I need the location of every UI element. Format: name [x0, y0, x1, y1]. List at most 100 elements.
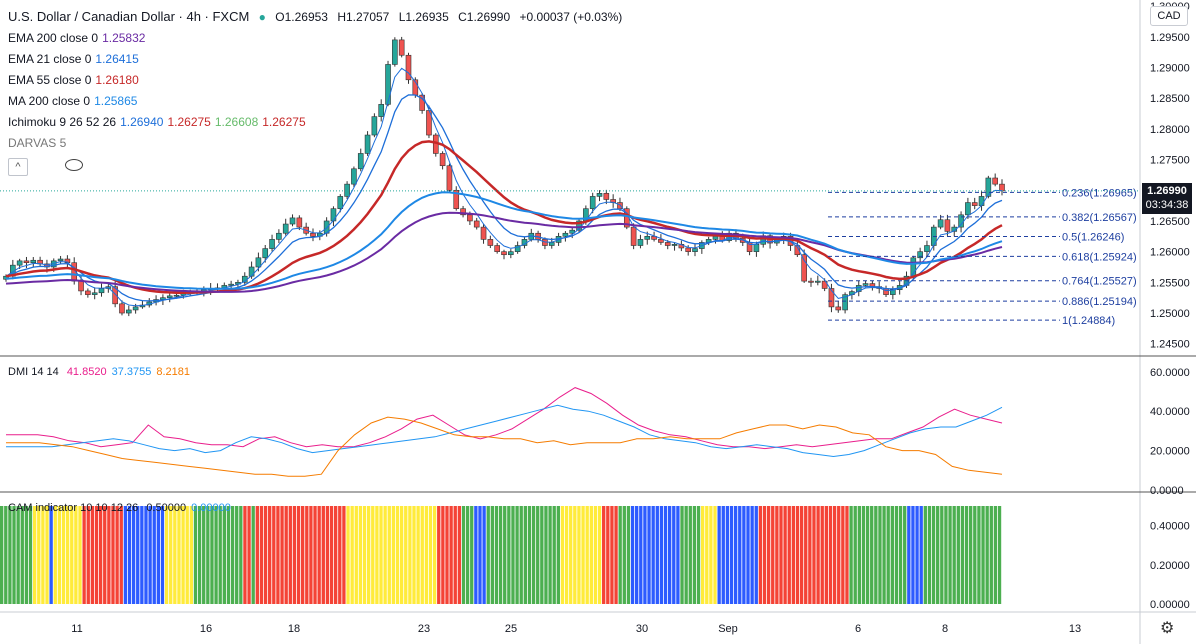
- cam-bar: [301, 506, 305, 604]
- hide-eye-icon[interactable]: [65, 159, 84, 171]
- cam-bar: [461, 506, 466, 604]
- cam-tick-label: 0.40000: [1150, 521, 1190, 533]
- cam-bar: [548, 506, 552, 604]
- dmi-label: DMI 14 14: [8, 366, 59, 378]
- cam-bar: [997, 506, 1002, 604]
- cam-bar: [738, 506, 742, 604]
- indicator-legend-row[interactable]: MA 200 close 0 1.25865: [8, 91, 622, 112]
- cam-bar: [898, 506, 903, 604]
- cam-bar: [816, 506, 820, 604]
- cam-bar: [614, 506, 618, 604]
- cam-bar: [700, 506, 705, 604]
- cam-bar: [8, 506, 12, 604]
- collapse-legend-button[interactable]: ^: [8, 158, 28, 176]
- cam-bar: [870, 506, 874, 604]
- cam-bar: [837, 506, 841, 604]
- cam-bar: [160, 506, 165, 604]
- cam-bar: [709, 506, 713, 604]
- cam-bar: [853, 506, 857, 604]
- cam-bar: [960, 506, 965, 604]
- price-tick-label: 1.28500: [1150, 93, 1190, 105]
- dmi-legend[interactable]: DMI 14 14 41.8520 37.3755 8.2181: [8, 366, 190, 378]
- cam-bar: [428, 506, 433, 604]
- indicator-legend-row[interactable]: EMA 55 close 0 1.26180: [8, 70, 622, 91]
- cam-bar: [824, 506, 829, 604]
- cam-bar: [931, 506, 936, 604]
- cam-bar: [589, 506, 593, 604]
- cam-bar: [742, 506, 746, 604]
- cam-bar: [420, 506, 424, 604]
- cam-bar: [820, 506, 824, 604]
- cam-bar: [779, 506, 783, 604]
- cam-bar: [412, 506, 416, 604]
- candle: [269, 234, 275, 252]
- settings-gear-icon[interactable]: ⚙: [1160, 620, 1175, 637]
- candle: [699, 240, 705, 254]
- cam-bar: [37, 506, 41, 604]
- cam-bar: [296, 506, 301, 604]
- cam-bar: [878, 506, 882, 604]
- candle: [801, 249, 807, 283]
- cam-bar: [465, 506, 470, 604]
- cam-tick-label: 0.20000: [1150, 560, 1190, 572]
- candle: [139, 300, 146, 309]
- indicator-value: 1.26275: [167, 115, 211, 129]
- currency-button[interactable]: CAD: [1150, 6, 1188, 26]
- candle: [917, 247, 923, 263]
- cam-bar: [334, 506, 338, 604]
- time-tick-label: 13: [1069, 623, 1081, 635]
- cam-bar: [127, 506, 132, 604]
- cam-bar: [775, 506, 779, 604]
- cam-bar: [16, 506, 20, 604]
- darvas-row[interactable]: DARVAS 5: [8, 133, 622, 154]
- symbol-title[interactable]: U.S. Dollar / Canadian Dollar · 4h · FXC…: [8, 9, 250, 24]
- cam-bar: [758, 506, 763, 604]
- fib-level-label: 0.5(1.26246): [1062, 232, 1124, 244]
- cam-bar: [383, 506, 387, 604]
- candle: [351, 166, 357, 188]
- cam-legend[interactable]: CAM indicator 10 10 12 26 0.50000 0.00000: [8, 502, 231, 514]
- indicator-legend-row[interactable]: EMA 200 close 0 1.25832: [8, 28, 622, 49]
- price-tick-label: 1.26000: [1150, 247, 1190, 259]
- dmi-tick-label: 0.0000: [1150, 485, 1184, 497]
- market-status-dot: ●: [258, 10, 266, 24]
- cam-bar: [65, 506, 70, 604]
- fib-level-label: 0.886(1.25194): [1062, 296, 1137, 308]
- cam-bar: [292, 506, 297, 604]
- cam-bar: [602, 506, 606, 604]
- cam-bar: [474, 506, 478, 604]
- cam-bar: [49, 506, 53, 604]
- indicator-value: 0.00000: [191, 502, 231, 514]
- cam-label: CAM indicator 10 10 12 26: [8, 502, 139, 514]
- cam-bar: [268, 506, 272, 604]
- cam-bar: [387, 506, 391, 604]
- cam-bar: [61, 506, 66, 604]
- cam-bar: [544, 506, 548, 604]
- cam-bar: [523, 506, 528, 604]
- cam-bar: [849, 506, 853, 604]
- cam-bar: [243, 506, 247, 604]
- cam-bar: [725, 506, 730, 604]
- candle: [98, 283, 105, 297]
- candle: [869, 280, 876, 291]
- candle: [610, 194, 616, 208]
- ohlc-high: H1.27057: [337, 10, 390, 24]
- cam-bar: [659, 506, 664, 604]
- cam-bar: [441, 506, 445, 604]
- cam-bar: [729, 506, 734, 604]
- indicator-legend-row[interactable]: Ichimoku 9 26 52 26 1.26940 1.26275 1.26608…: [8, 112, 622, 133]
- indicator-legend-row[interactable]: EMA 21 close 0 1.26415: [8, 49, 622, 70]
- indicator-value: 1.26608: [214, 115, 259, 129]
- indicator-value: 1.26940: [120, 115, 164, 129]
- ema-21-line: [5, 94, 1003, 302]
- cam-bar: [169, 506, 173, 604]
- cam-bar: [610, 506, 614, 604]
- cam-bar: [936, 506, 940, 604]
- cam-bar: [618, 506, 622, 604]
- cam-bar: [672, 506, 676, 604]
- cam-bar: [688, 506, 692, 604]
- cam-bar: [276, 506, 280, 604]
- cam-bar: [981, 506, 985, 604]
- fib-level-label: 0.618(1.25924): [1062, 251, 1137, 263]
